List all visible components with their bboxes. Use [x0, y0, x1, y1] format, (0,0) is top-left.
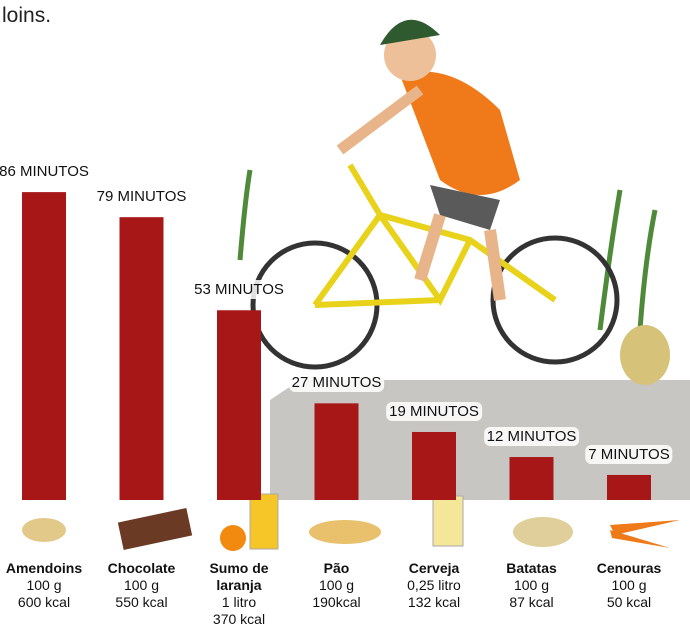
value-label: 53 MINUTOS: [191, 280, 287, 299]
value-label: 27 MINUTOS: [289, 373, 385, 392]
food-icon: [118, 508, 192, 550]
value-label: 12 MINUTOS: [484, 427, 580, 446]
value-label: 7 MINUTOS: [585, 445, 672, 464]
chart: [0, 0, 690, 634]
food-icon: [220, 525, 246, 551]
bar: [510, 457, 554, 500]
category-detail: 0,25 litro: [392, 577, 476, 594]
category-detail: 100 g: [587, 577, 671, 594]
food-icon: [513, 517, 573, 547]
illustration: [240, 20, 690, 500]
bar: [607, 475, 651, 500]
category-detail: 100 g: [2, 577, 86, 594]
category-label: Amendoins: [2, 560, 86, 577]
bar: [315, 403, 359, 500]
category-detail: 370 kcal: [197, 611, 281, 628]
bar: [217, 310, 261, 500]
category-label: Pão: [295, 560, 379, 577]
category-label: Batatas: [490, 560, 574, 577]
bar: [120, 217, 164, 500]
category-detail: 190kcal: [295, 594, 379, 611]
bar: [412, 432, 456, 500]
category-detail: 100 g: [100, 577, 184, 594]
value-label: 79 MINUTOS: [94, 187, 190, 206]
grass: [620, 325, 670, 385]
category-detail: 100 g: [295, 577, 379, 594]
category-detail: 100 g: [490, 577, 574, 594]
food-icon: [250, 494, 278, 549]
category-label: Cerveja: [392, 560, 476, 577]
page: {"chart_data": { "type": "bar", "annotat…: [0, 0, 690, 634]
category-detail: 550 kcal: [100, 594, 184, 611]
category-label: Chocolate: [100, 560, 184, 577]
food-icons: [22, 494, 680, 551]
category-detail: 87 kcal: [490, 594, 574, 611]
arm: [340, 90, 420, 150]
category-detail: 132 kcal: [392, 594, 476, 611]
category-label: Sumo de laranja: [197, 560, 281, 594]
value-label: 86 MINUTOS: [0, 162, 92, 181]
category-detail: 600 kcal: [2, 594, 86, 611]
value-label: 19 MINUTOS: [386, 402, 482, 421]
category-detail: 50 kcal: [587, 594, 671, 611]
food-icon: [309, 520, 381, 544]
food-icon: [610, 520, 680, 548]
food-icon: [22, 518, 66, 542]
bar: [22, 192, 66, 500]
category-label: Cenouras: [587, 560, 671, 577]
category-detail: 1 litro: [197, 594, 281, 611]
food-icon: [433, 496, 463, 546]
